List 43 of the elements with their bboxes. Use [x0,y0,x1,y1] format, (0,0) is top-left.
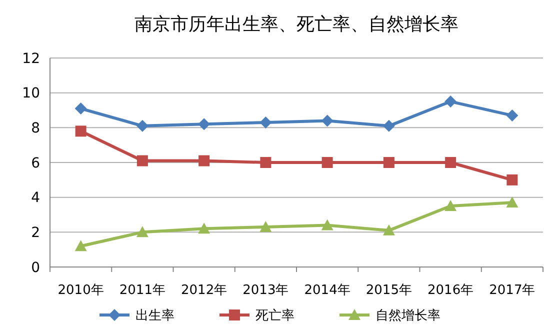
x-tick-label: 2017年 [489,283,536,298]
x-tick-label: 2014年 [304,283,350,298]
x-tick-label: 2010年 [58,283,104,298]
y-tick-label: 8 [31,120,40,137]
point [75,126,86,137]
point [136,226,148,238]
point [383,157,394,168]
point [321,114,334,127]
x-tick-label: 2012年 [181,283,228,298]
point [382,224,395,236]
point [322,157,333,168]
point [260,116,272,128]
point [444,200,457,212]
point [198,118,210,130]
point [382,120,395,132]
point [260,220,272,232]
point [506,174,518,186]
x-tick-label: 2016年 [428,283,474,298]
point [136,155,148,166]
point [74,102,87,115]
y-tick-label: 2 [31,225,40,242]
y-tick-label: 0 [31,260,40,276]
x-tick-label: 2013年 [242,283,289,298]
y-tick-label: 10 [22,86,40,102]
point [198,155,210,166]
y-tick-label: 12 [22,50,40,67]
point [198,222,210,234]
point [506,109,518,122]
point [444,96,457,108]
y-tick-label: 6 [31,155,40,172]
legend-label: 自然增长率 [376,308,440,324]
x-tick-label: 2015年 [366,283,412,298]
point [260,157,272,168]
point [506,196,518,208]
point [136,120,148,132]
x-tick-label: 2011年 [119,283,166,298]
point [74,240,87,252]
legend-label: 死亡率 [256,308,294,324]
y-tick-label: 4 [31,190,40,206]
chart-title: 南京市历年出生率、死亡率、自然增长率 [134,14,458,35]
point [321,219,334,230]
point [445,157,456,168]
legend-label: 出生率 [136,308,174,324]
